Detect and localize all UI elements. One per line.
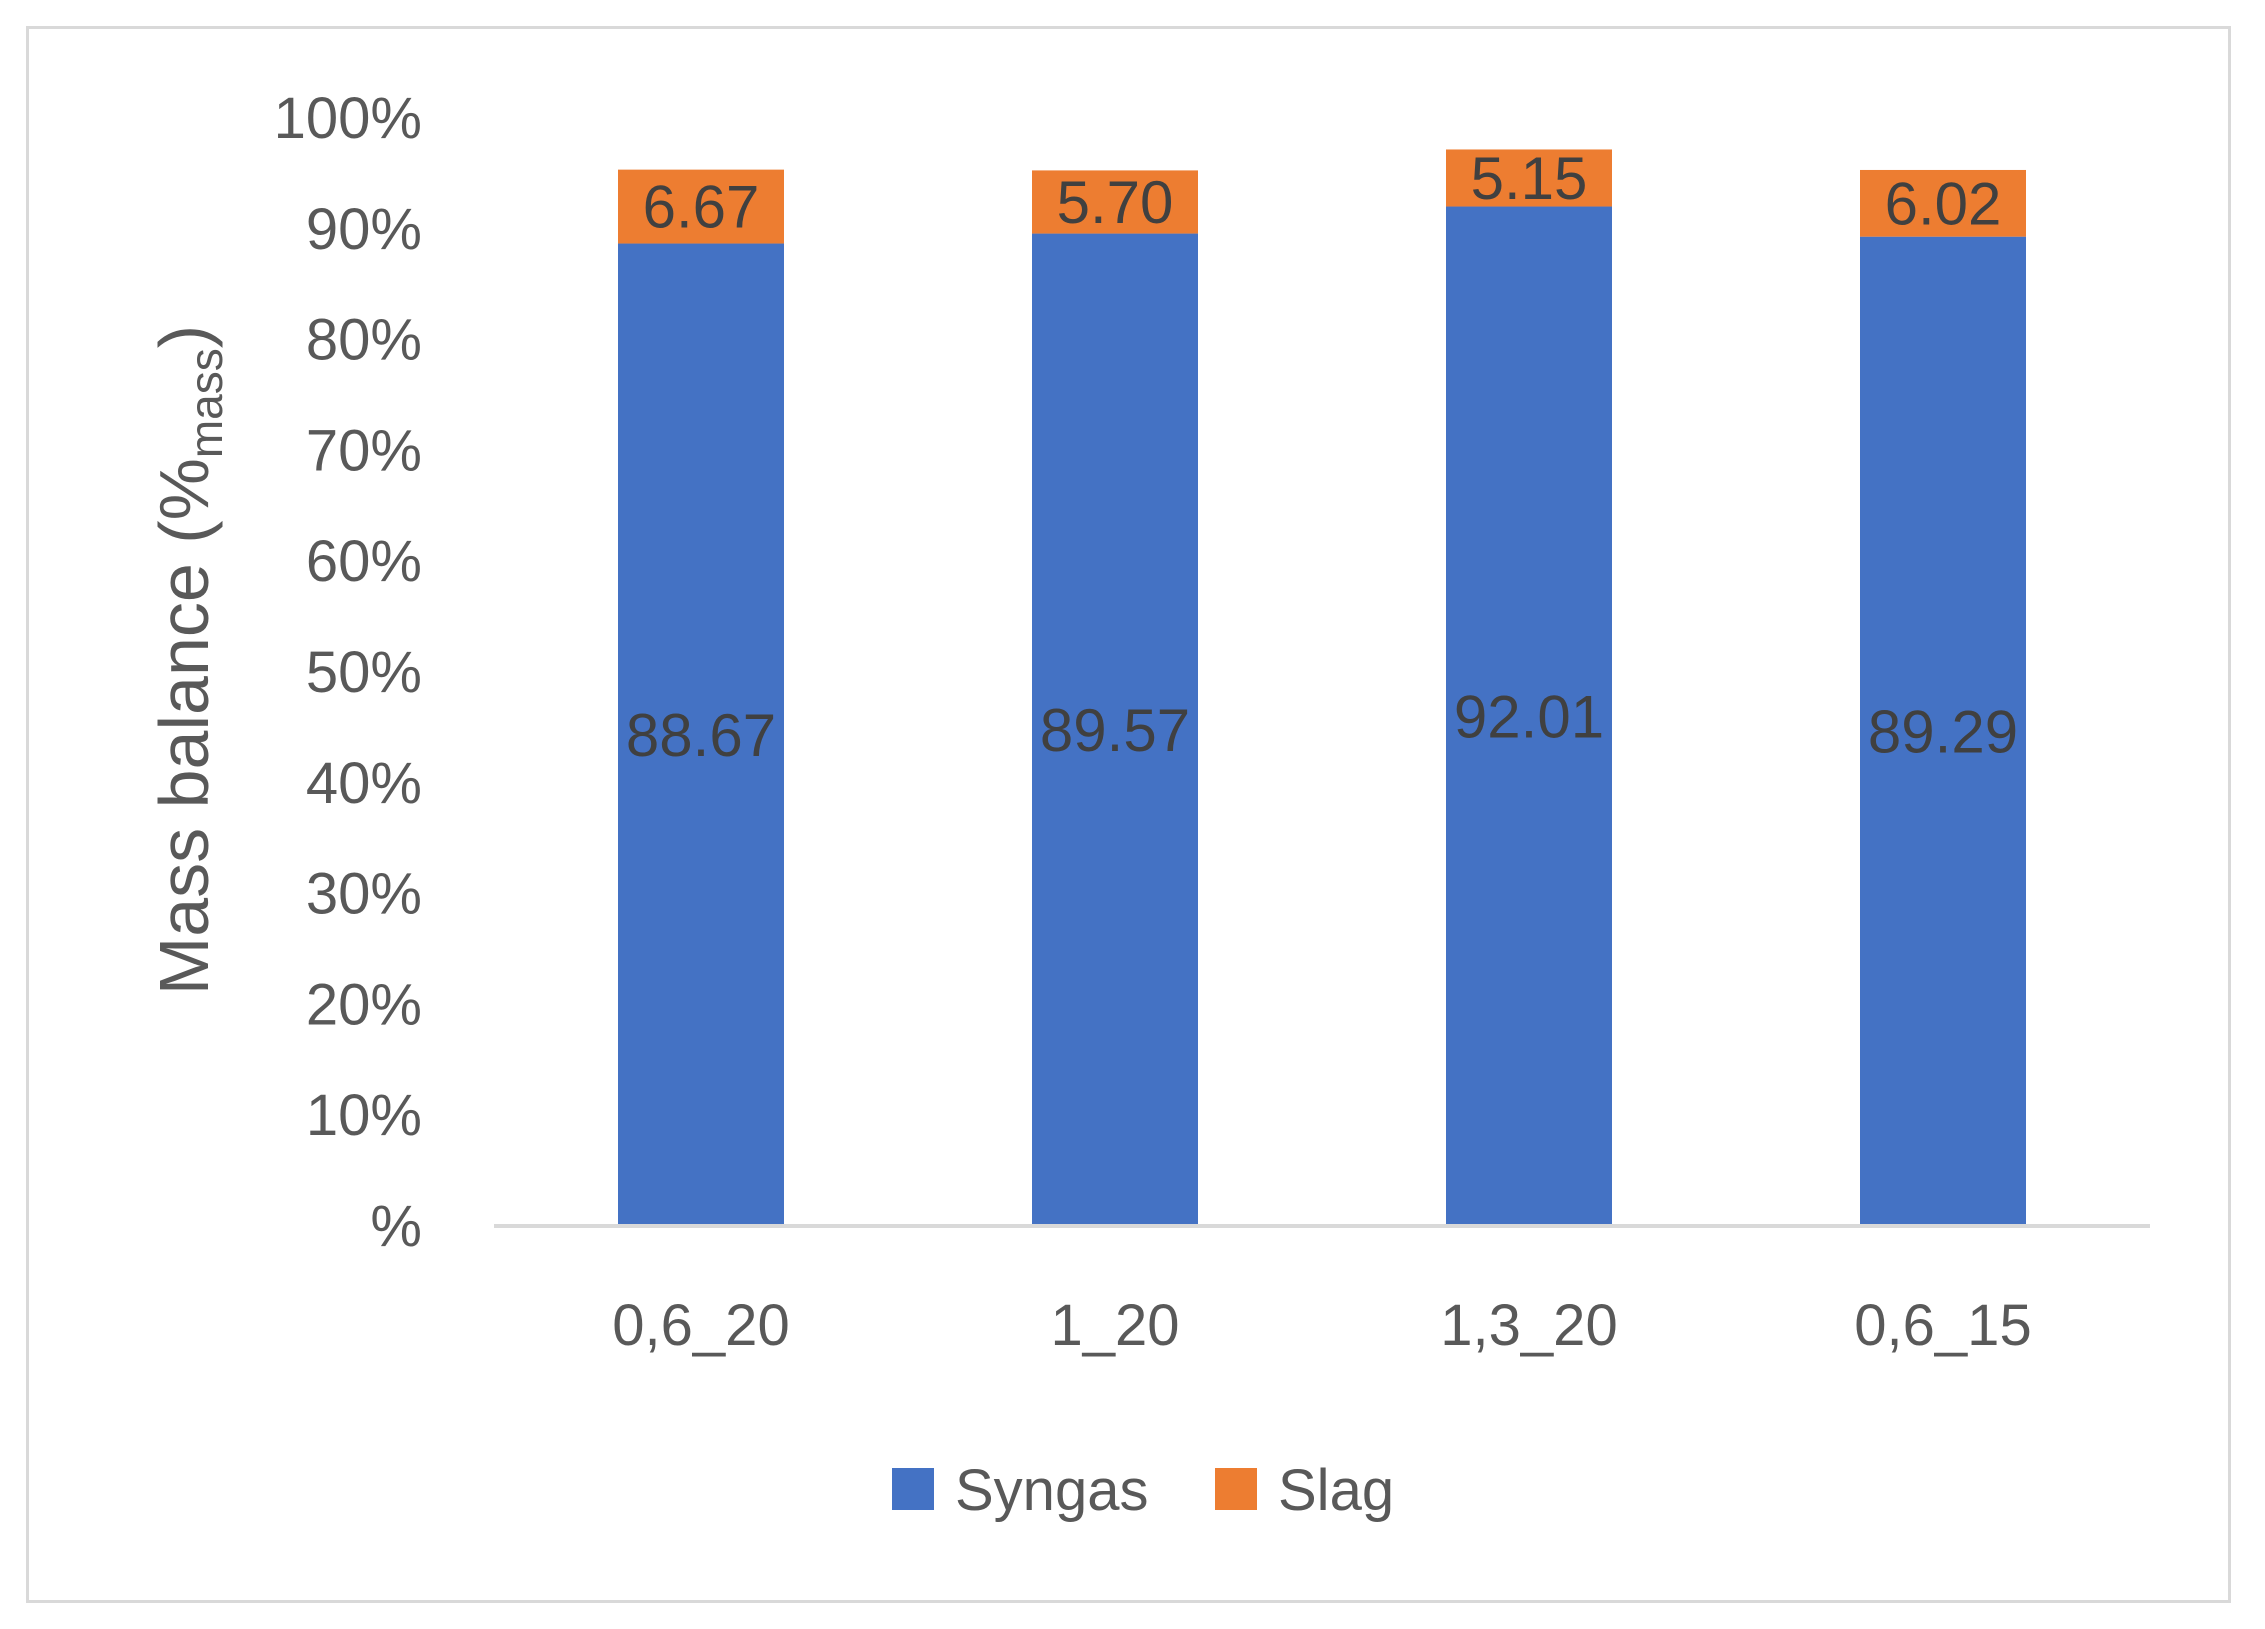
y-axis-title-subscript: mass xyxy=(180,348,232,458)
x-tick-label: 1_20 xyxy=(1050,1293,1179,1358)
x-tick-label: 1,3_20 xyxy=(1440,1293,1617,1358)
data-label-slag: 5.15 xyxy=(1471,145,1588,212)
y-axis-title-main: Mass balance (% xyxy=(145,458,223,995)
y-tick-label: 40% xyxy=(306,751,422,816)
bar-syngas xyxy=(618,243,784,1227)
legend-label-syngas: Syngas xyxy=(955,1458,1148,1523)
legend-swatch-slag xyxy=(1215,1468,1257,1510)
bar-slag xyxy=(1032,170,1198,234)
bar-syngas xyxy=(1032,233,1198,1227)
bar-slag xyxy=(1446,149,1612,207)
x-tick-label: 0,6_15 xyxy=(1854,1293,2031,1358)
data-label-slag: 6.02 xyxy=(1885,170,2002,237)
y-tick-label: 10% xyxy=(306,1083,422,1148)
y-tick-label: 60% xyxy=(306,529,422,594)
legend: Syngas Slag xyxy=(892,1458,1394,1523)
y-tick-label: 20% xyxy=(306,972,422,1037)
data-label-syngas: 88.67 xyxy=(626,702,776,769)
legend-swatch-syngas xyxy=(892,1468,934,1510)
data-label-syngas: 89.57 xyxy=(1040,697,1190,764)
y-axis-label: Mass balance (%mass) xyxy=(145,325,232,995)
bar-slag xyxy=(618,169,784,244)
y-tick-label: 80% xyxy=(306,308,422,373)
y-tick-label: 30% xyxy=(306,862,422,927)
data-label-slag: 5.70 xyxy=(1057,169,1174,236)
y-axis-ticks: % 10% 20% 30% 40% 50% 60% 70% 80% 90% 100% xyxy=(274,86,422,1259)
data-label-slag: 6.67 xyxy=(643,174,760,241)
bars: 88.67 6.67 89.57 5.70 92.01 5.15 89.29 6.02 xyxy=(618,145,2026,1227)
y-tick-label: 70% xyxy=(306,418,422,483)
bar-slag xyxy=(1860,169,2026,237)
legend-label-slag: Slag xyxy=(1278,1458,1394,1523)
y-axis-title: Mass balance (%mass) xyxy=(145,325,232,995)
y-axis-title-close: ) xyxy=(145,325,223,348)
bar-syngas xyxy=(1860,236,2026,1226)
x-tick-label: 0,6_20 xyxy=(612,1293,789,1358)
y-tick-label: 90% xyxy=(306,197,422,262)
y-tick-label: % xyxy=(370,1194,422,1259)
y-tick-label: 100% xyxy=(274,86,422,151)
y-tick-label: 50% xyxy=(306,640,422,705)
data-label-syngas: 92.01 xyxy=(1454,683,1604,750)
bar-syngas xyxy=(1446,206,1612,1227)
data-label-syngas: 89.29 xyxy=(1868,698,2018,765)
x-axis-ticks: 0,6_20 1_20 1,3_20 0,6_15 xyxy=(612,1293,2031,1358)
